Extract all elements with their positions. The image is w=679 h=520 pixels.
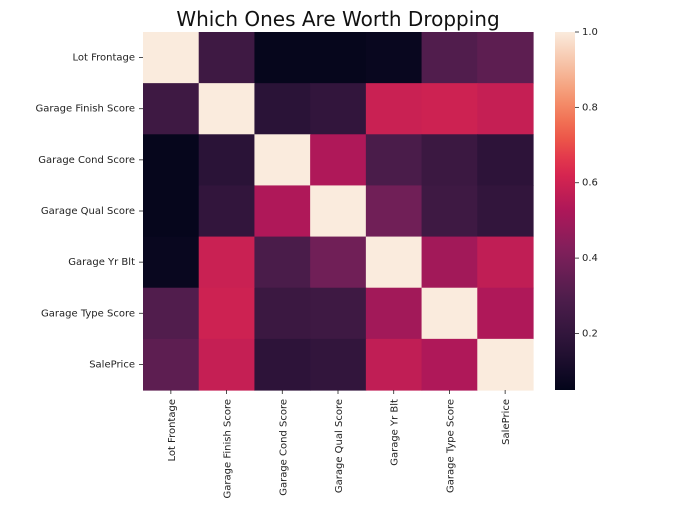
heatmap-cell-3-3 (310, 185, 367, 238)
heatmap-cell-4-3 (310, 236, 367, 289)
heatmap-cell-2-3 (310, 134, 367, 187)
heatmap-cell-6-5 (421, 338, 478, 391)
heatmap-cell-5-0 (143, 287, 200, 340)
heatmap-cells (143, 32, 534, 391)
col-labels: Lot Frontage Garage Finish Score Garage Co… (167, 390, 512, 498)
row-labels: Lot Frontage Garage Finish Score Garage Co… (36, 53, 143, 370)
heatmap-cell-1-5 (421, 83, 478, 135)
heatmap-cell-4-6 (477, 236, 534, 289)
heatmap-cell-6-6 (477, 338, 534, 391)
heatmap-cell-0-3 (310, 32, 367, 84)
col-label: Garage Qual Score (334, 399, 345, 493)
heatmap-cell-3-1 (198, 185, 256, 238)
heatmap-cell-5-1 (198, 287, 256, 340)
heatmap-cell-1-6 (477, 83, 534, 135)
heatmap-cell-4-4 (365, 236, 423, 289)
row-label: Garage Type Score (41, 308, 135, 319)
row-label: Garage Finish Score (36, 104, 135, 115)
colorbar: 0.2 0.4 0.6 0.8 1.0 (555, 27, 598, 390)
colorbar-tick-label: 0.4 (582, 253, 598, 264)
heatmap-cell-0-0 (143, 32, 200, 84)
heatmap-cell-0-1 (198, 32, 256, 84)
heatmap-cell-1-2 (254, 83, 311, 135)
row-label: Garage Yr Blt (68, 257, 135, 268)
col-label: Lot Frontage (167, 399, 178, 462)
colorbar-tick-label: 0.8 (582, 102, 598, 113)
heatmap-cell-2-1 (198, 134, 256, 187)
heatmap-cell-0-4 (365, 32, 423, 84)
heatmap-cell-5-6 (477, 287, 534, 340)
heatmap-cell-2-0 (143, 134, 200, 187)
heatmap-cell-5-3 (310, 287, 367, 340)
heatmap-cell-2-4 (365, 134, 423, 187)
col-label: Garage Type Score (445, 399, 456, 493)
heatmap-cell-4-0 (143, 236, 200, 289)
heatmap-cell-4-2 (254, 236, 311, 289)
chart-title: Which Ones Are Worth Dropping (176, 7, 499, 31)
heatmap-cell-4-1 (198, 236, 256, 289)
heatmap-cell-1-1 (198, 83, 256, 135)
heatmap-cell-1-0 (143, 83, 200, 135)
heatmap-cell-0-5 (421, 32, 478, 84)
colorbar-tick-label: 0.2 (582, 328, 598, 339)
heatmap-cell-3-6 (477, 185, 534, 238)
heatmap-cell-1-4 (365, 83, 423, 135)
heatmap-cell-0-6 (477, 32, 534, 84)
heatmap-cell-6-4 (365, 338, 423, 391)
row-label: Garage Cond Score (38, 155, 135, 166)
heatmap-cell-3-0 (143, 185, 200, 238)
heatmap-cell-0-2 (254, 32, 311, 84)
heatmap-cell-4-5 (421, 236, 478, 289)
row-label: Garage Qual Score (41, 206, 135, 217)
heatmap-cell-3-2 (254, 185, 311, 238)
colorbar-gradient (555, 32, 575, 390)
colorbar-tick-label: 1.0 (582, 27, 598, 38)
col-label: Garage Yr Blt (390, 399, 401, 466)
colorbar-tick-label: 0.6 (582, 178, 598, 189)
row-label: SalePrice (89, 359, 135, 370)
heatmap-cell-2-6 (477, 134, 534, 187)
heatmap-cell-6-3 (310, 338, 367, 391)
heatmap-cell-1-3 (310, 83, 367, 135)
heatmap-cell-6-1 (198, 338, 256, 391)
heatmap-cell-5-5 (421, 287, 478, 340)
heatmap-cell-6-2 (254, 338, 311, 391)
heatmap-cell-3-5 (421, 185, 478, 238)
heatmap-cell-6-0 (143, 338, 200, 391)
col-label: Garage Cond Score (278, 399, 289, 496)
col-label: Garage Finish Score (223, 399, 234, 498)
heatmap-cell-5-4 (365, 287, 423, 340)
heatmap-cell-5-2 (254, 287, 311, 340)
heatmap-cell-3-4 (365, 185, 423, 238)
col-label: SalePrice (501, 399, 512, 445)
heatmap-cell-2-2 (254, 134, 311, 187)
heatmap-cell-2-5 (421, 134, 478, 187)
row-label: Lot Frontage (72, 53, 135, 64)
